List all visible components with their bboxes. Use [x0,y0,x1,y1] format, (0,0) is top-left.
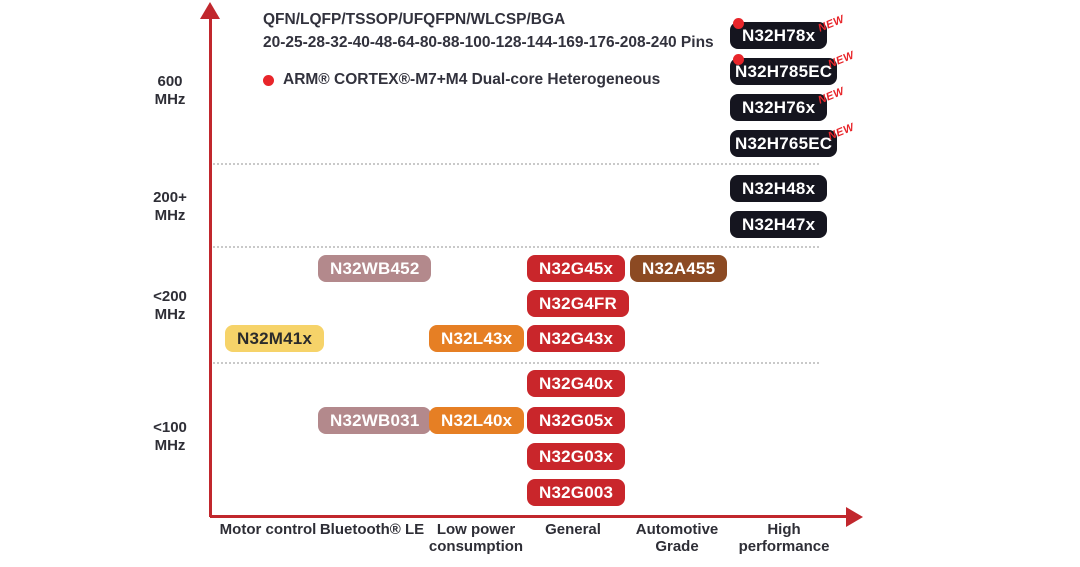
y-axis-arrow-icon [200,2,220,19]
product-badge-n32g43x: N32G43x [527,325,626,352]
package-info-block: QFN/LQFP/TSSOP/UFQFPN/WLCSP/BGA 20-25-28… [263,8,714,54]
product-badge-n32h785ec: N32H785EC NEW [730,49,856,85]
product-badge-n32g45x: N32G45x [527,255,626,282]
x-category-label-automotive: Automotive Grade [635,521,719,555]
y-band-label-blt200: <200 MHz [153,288,187,323]
y-band-label-b600: 600 MHz [154,73,186,108]
new-tag: NEW [826,49,857,71]
product-badge-n32h47x: N32H47x [730,211,828,238]
gridline-2 [213,246,819,248]
legend-label: ARM® CORTEX®-M7+M4 Dual-core Heterogeneo… [283,71,661,88]
new-tag: NEW [826,121,857,143]
product-badge-n32wb452: N32WB452 [318,255,432,282]
product-badge-n32h76x: N32H76x NEW [730,85,846,121]
product-badge-n32h78x: N32H78x NEW [730,13,846,49]
x-category-label-motor: Motor control [219,521,317,538]
x-category-label-general: General [545,521,601,538]
x-axis-line [210,515,848,518]
new-tag: NEW [816,13,847,35]
product-badge-n32l40x: N32L40x [429,407,525,434]
gridline-1 [213,163,819,165]
y-band-label-b200p: 200+ MHz [153,189,187,224]
product-badge-n32g05x: N32G05x [527,407,626,434]
legend: ARM® CORTEX®-M7+M4 Dual-core Heterogeneo… [263,71,660,89]
pin-counts-line: 20-25-28-32-40-48-64-80-88-100-128-144-1… [263,34,714,51]
y-band-label-blt100: <100 MHz [153,419,187,454]
product-badge-n32h765ec: N32H765EC NEW [730,121,856,157]
x-axis-arrow-icon [846,507,863,527]
dual-core-dot-icon [263,74,274,86]
product-badge-n32g003: N32G003 [527,479,626,506]
x-category-label-high: High performance [738,521,830,555]
gridline-3 [213,362,819,364]
product-badge-n32h48x: N32H48x [730,175,828,202]
y-axis-line [209,16,212,517]
package-types-line: QFN/LQFP/TSSOP/UFQFPN/WLCSP/BGA [263,11,566,28]
product-badge-n32m41x: N32M41x [225,325,325,352]
product-badge-n32g03x: N32G03x [527,443,626,470]
dual-core-dot-icon [733,54,744,65]
x-category-label-lowpower: Low power consumption [428,521,524,555]
product-badge-n32g40x: N32G40x [527,370,626,397]
product-badge-n32a455: N32A455 [630,255,728,282]
dual-core-dot-icon [733,18,744,29]
product-badge-n32l43x: N32L43x [429,325,525,352]
x-category-label-bluetooth: Bluetooth® LE [319,521,425,538]
product-badge-n32g4fr: N32G4FR [527,290,629,317]
product-badge-n32wb031: N32WB031 [318,407,432,434]
